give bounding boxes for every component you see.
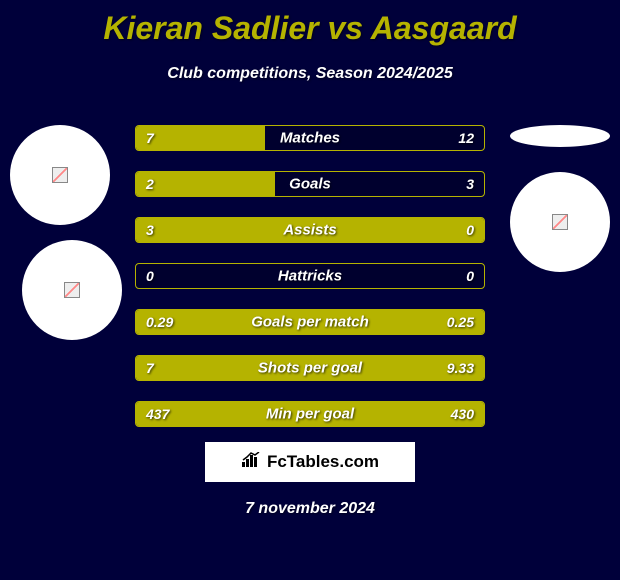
stat-row: 437 Min per goal 430: [135, 401, 485, 427]
bar-fill-left: [136, 126, 265, 150]
comparison-bars: 7 Matches 12 2 Goals 3 3 Assists 0 0 Hattricks 0 0.2…: [135, 125, 485, 447]
stat-row: 0 Hattricks 0: [135, 263, 485, 289]
stat-value-right: 12: [458, 130, 474, 146]
stat-label: Hattricks: [278, 268, 342, 285]
stat-label: Goals: [289, 176, 331, 193]
stat-value-right: 0: [466, 222, 474, 238]
avatar: [22, 240, 122, 340]
stat-value-left: 437: [146, 406, 169, 422]
stat-row: 3 Assists 0: [135, 217, 485, 243]
stat-value-left: 0: [146, 268, 154, 284]
stat-value-left: 7: [146, 130, 154, 146]
player-left-avatars: [10, 125, 122, 340]
page-subtitle: Club competitions, Season 2024/2025: [0, 65, 620, 83]
stat-row: 7 Matches 12: [135, 125, 485, 151]
stat-value-left: 7: [146, 360, 154, 376]
date-label: 7 november 2024: [245, 500, 375, 518]
avatar: [510, 125, 610, 147]
stat-value-right: 0: [466, 268, 474, 284]
broken-image-icon: [64, 282, 80, 298]
stat-label: Matches: [280, 130, 340, 147]
stat-label: Goals per match: [251, 314, 369, 331]
chart-icon: [241, 452, 261, 473]
stat-value-right: 9.33: [447, 360, 474, 376]
page-title: Kieran Sadlier vs Aasgaard: [0, 0, 620, 47]
source-badge: FcTables.com: [205, 442, 415, 482]
stat-row: 0.29 Goals per match 0.25: [135, 309, 485, 335]
stat-value-right: 0.25: [447, 314, 474, 330]
source-text: FcTables.com: [267, 452, 379, 472]
bar-fill-left: [136, 172, 275, 196]
avatar: [10, 125, 110, 225]
stat-label: Min per goal: [266, 406, 354, 423]
stat-row: 7 Shots per goal 9.33: [135, 355, 485, 381]
stat-value-right: 3: [466, 176, 474, 192]
avatar: [510, 172, 610, 272]
bar-fill-left: [136, 218, 397, 242]
stat-label: Assists: [283, 222, 336, 239]
stat-value-left: 3: [146, 222, 154, 238]
player-right-avatars: [510, 125, 610, 272]
broken-image-icon: [52, 167, 68, 183]
stat-value-right: 430: [451, 406, 474, 422]
stat-label: Shots per goal: [258, 360, 362, 377]
broken-image-icon: [552, 214, 568, 230]
stat-row: 2 Goals 3: [135, 171, 485, 197]
stat-value-left: 2: [146, 176, 154, 192]
stat-value-left: 0.29: [146, 314, 173, 330]
